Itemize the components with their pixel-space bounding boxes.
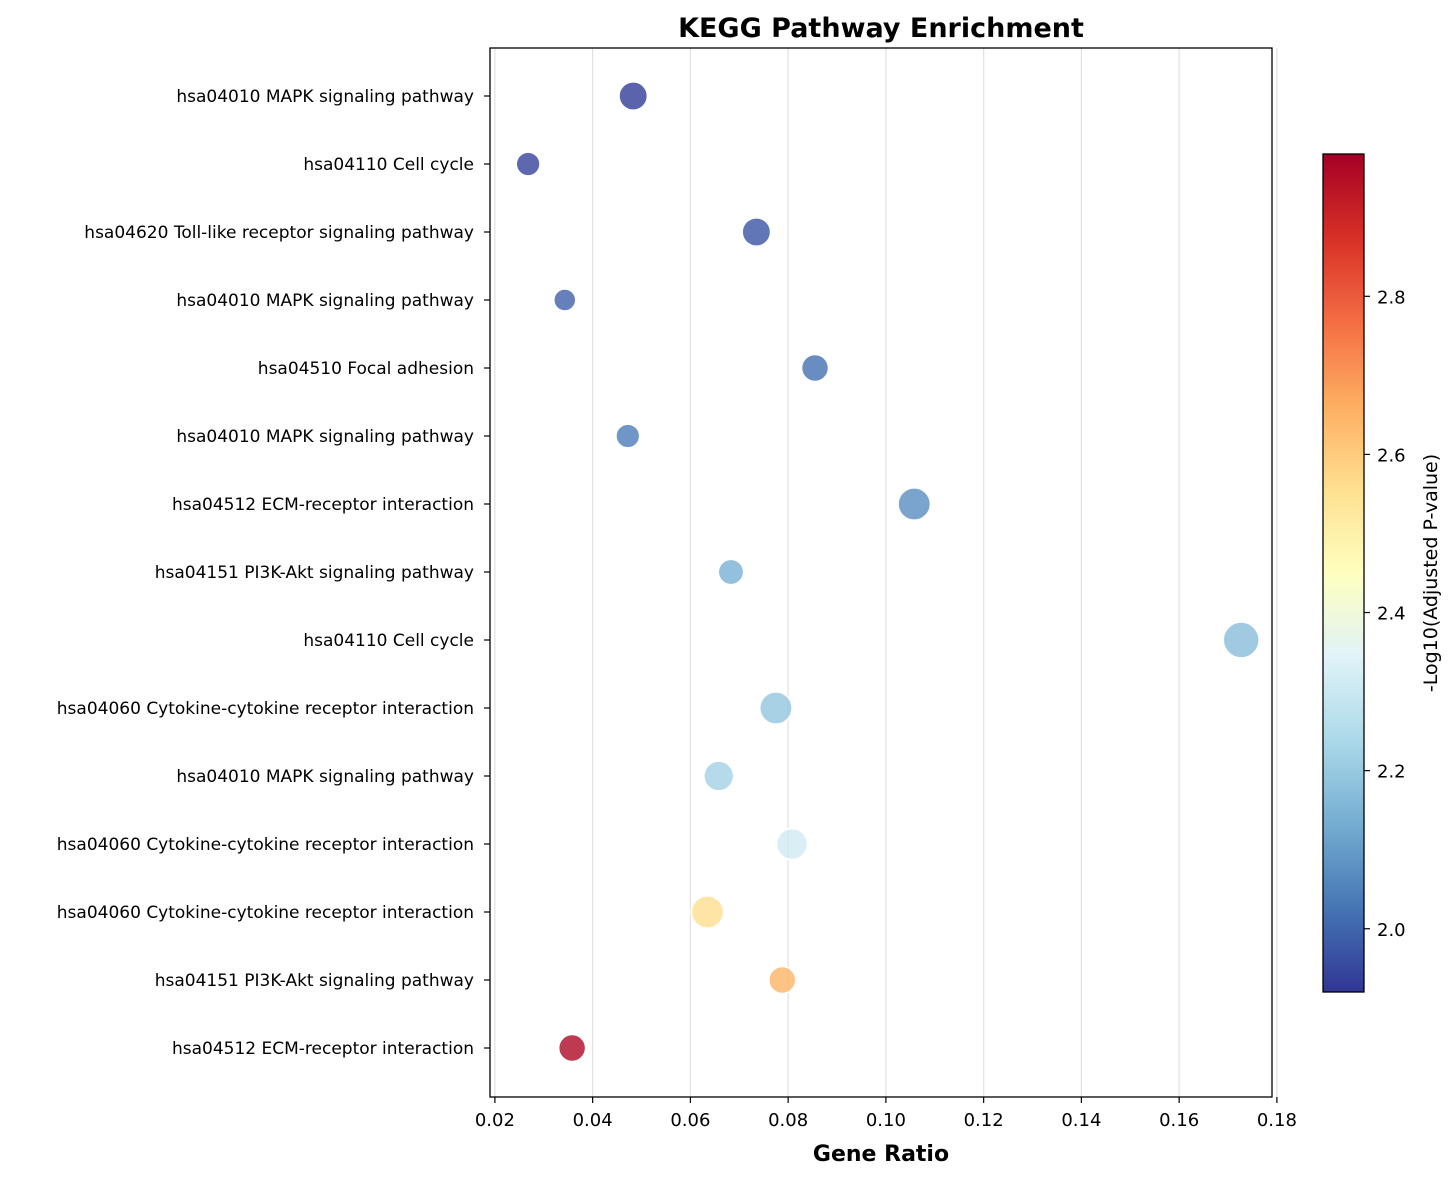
x-tick-label: 0.04 — [573, 1110, 613, 1131]
y-axis-ticks: hsa04010 MAPK signaling pathway hsa04110 … — [57, 87, 490, 1059]
data-point — [775, 827, 809, 861]
y-tick-label: hsa04110 Cell cycle — [303, 155, 474, 175]
colorbar-ticks: 2.0 2.2 2.4 2.6 2.8 — [1364, 287, 1406, 941]
data-point — [552, 288, 577, 312]
data-points — [515, 80, 1261, 1063]
x-tick-label: 0.16 — [1159, 1110, 1199, 1131]
chart-title: KEGG Pathway Enrichment — [678, 13, 1084, 44]
y-tick-label: hsa04010 MAPK signaling pathway — [176, 767, 474, 787]
colorbar-tick-label: 2.8 — [1377, 287, 1406, 308]
data-point — [690, 894, 725, 930]
data-point — [1222, 621, 1261, 659]
data-point — [741, 216, 772, 248]
colorbar-tick-label: 2.2 — [1377, 762, 1406, 783]
y-tick-label: hsa04060 Cytokine-cytokine receptor inte… — [57, 903, 474, 923]
x-gridlines — [494, 48, 1278, 1097]
colorbar-label: -Log10(Adjusted P-value) — [1420, 454, 1442, 692]
x-tick-label: 0.12 — [964, 1110, 1004, 1131]
colorbar-gradient — [1322, 153, 1365, 993]
y-tick-label: hsa04060 Cytokine-cytokine receptor inte… — [57, 699, 474, 719]
x-tick-label: 0.02 — [475, 1110, 515, 1131]
colorbar-tick-label: 2.0 — [1377, 920, 1406, 941]
data-point — [615, 423, 641, 449]
y-tick-label: hsa04151 PI3K-Akt signaling pathway — [155, 971, 474, 991]
y-tick-label: hsa04620 Toll-like receptor signaling pa… — [84, 223, 474, 243]
data-point — [717, 558, 745, 586]
data-point — [618, 80, 649, 112]
x-tick-label: 0.08 — [768, 1110, 808, 1131]
y-tick-label: hsa04512 ECM-receptor interaction — [172, 1039, 474, 1059]
y-tick-label: hsa04110 Cell cycle — [303, 631, 474, 651]
y-tick-label: hsa04510 Focal adhesion — [258, 359, 474, 379]
data-point — [758, 690, 793, 726]
data-point — [515, 151, 541, 177]
colorbar-tick-label: 2.4 — [1377, 604, 1406, 625]
y-tick-label: hsa04010 MAPK signaling pathway — [176, 87, 474, 107]
x-tick-label: 0.14 — [1061, 1110, 1101, 1131]
data-point — [767, 965, 797, 995]
y-tick-label: hsa04512 ECM-receptor interaction — [172, 495, 474, 515]
data-point — [703, 760, 735, 792]
y-tick-label: hsa04010 MAPK signaling pathway — [176, 291, 474, 311]
x-tick-label: 0.10 — [866, 1110, 906, 1131]
y-tick-label: hsa04060 Cytokine-cytokine receptor inte… — [57, 835, 474, 855]
data-point — [897, 486, 932, 522]
colorbar-tick-label: 2.6 — [1377, 445, 1406, 466]
x-axis-label: Gene Ratio — [813, 1142, 949, 1167]
plot-frame — [489, 47, 1273, 1098]
y-tick-label: hsa04010 MAPK signaling pathway — [176, 427, 474, 447]
x-tick-label: 0.06 — [670, 1110, 710, 1131]
y-tick-label: hsa04151 PI3K-Akt signaling pathway — [155, 563, 474, 583]
x-tick-label: 0.18 — [1257, 1110, 1297, 1131]
data-point — [557, 1033, 587, 1063]
x-axis-ticks: 0.02 0.04 0.06 0.08 0.10 0.12 0.14 0.16 0.18 — [475, 1097, 1297, 1131]
data-point — [800, 353, 830, 383]
